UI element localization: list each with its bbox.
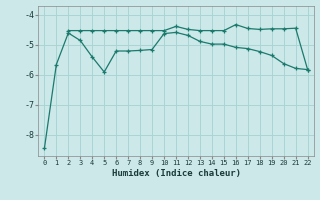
- X-axis label: Humidex (Indice chaleur): Humidex (Indice chaleur): [111, 169, 241, 178]
